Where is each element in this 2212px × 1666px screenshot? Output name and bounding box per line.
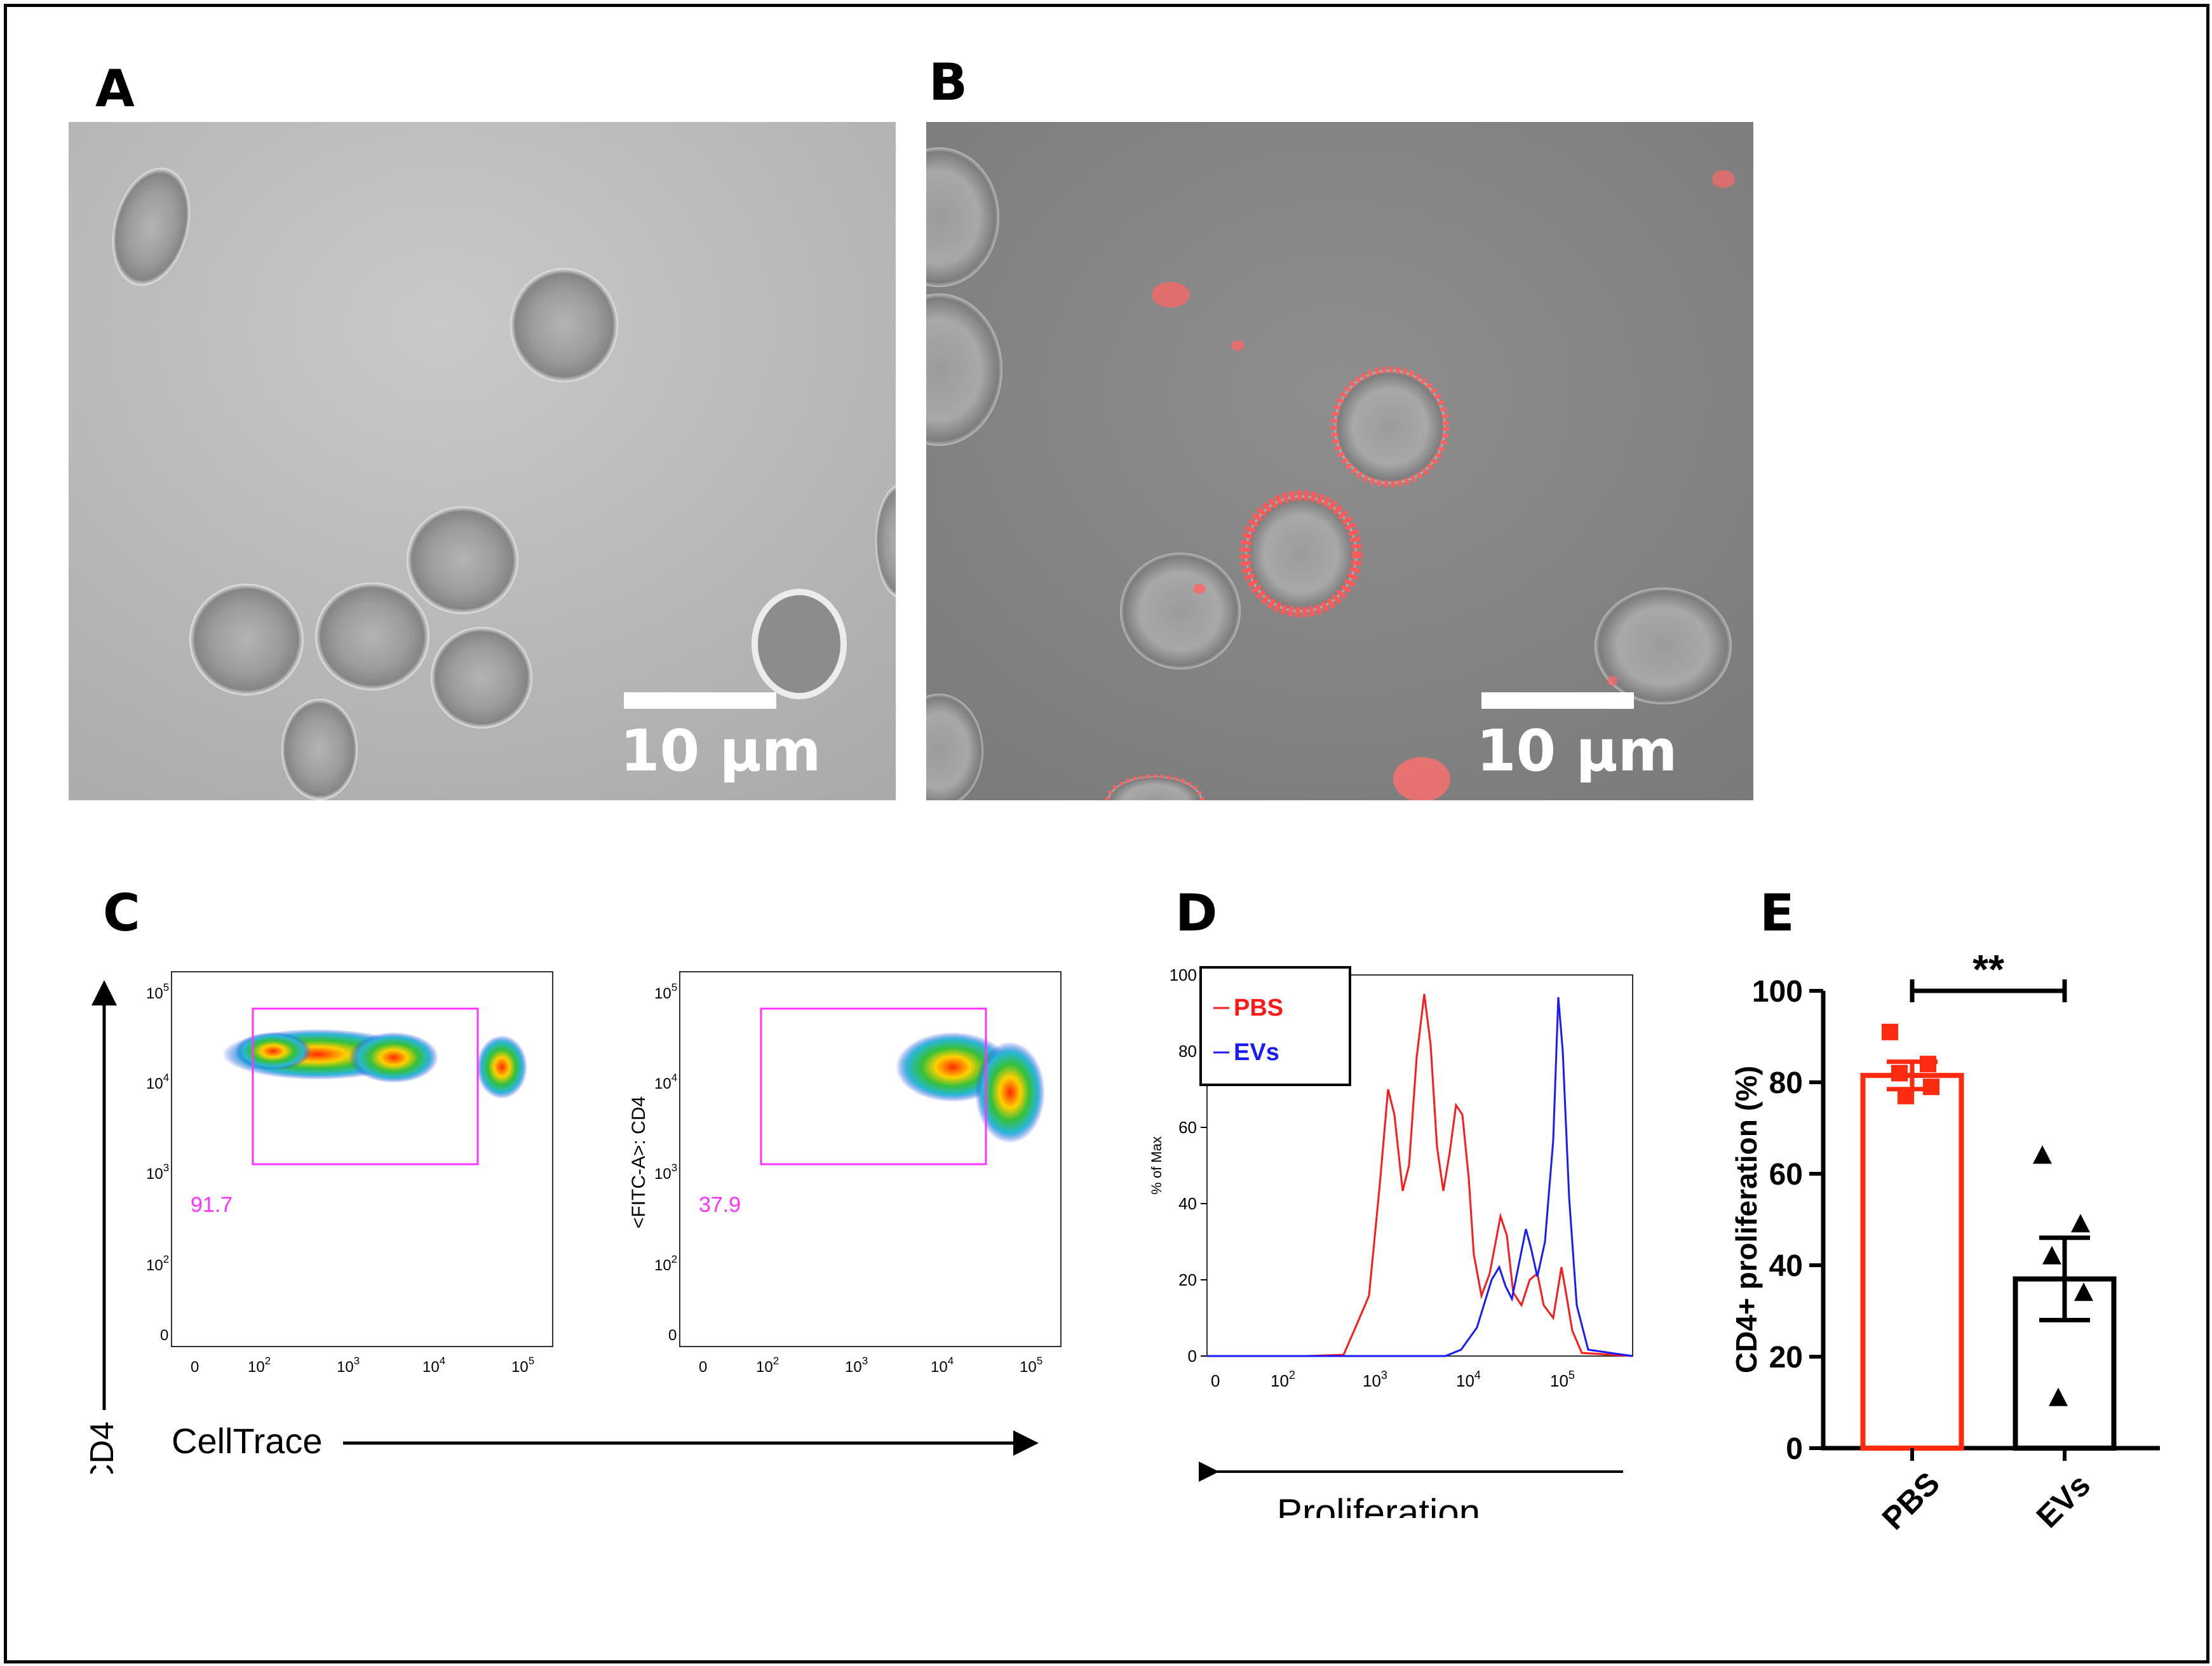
hist-x-tick-1e2: 102 bbox=[1271, 1369, 1295, 1390]
gate-2-value: 37.9 bbox=[699, 1193, 741, 1217]
x-axis-label: CellTrace bbox=[172, 1421, 323, 1461]
p2-y-tick-0: 0 bbox=[668, 1327, 677, 1344]
panel-label-a: A bbox=[95, 59, 135, 118]
bar-pbs bbox=[1860, 1073, 1964, 1451]
panel-label-d: D bbox=[1175, 883, 1218, 943]
data-point-pbs bbox=[1923, 1078, 1939, 1096]
p2-y-tick-1e3: 103 bbox=[654, 1162, 677, 1183]
hist-y-tick-label: 100 bbox=[1170, 965, 1197, 984]
evs-histogram-line bbox=[1207, 997, 1633, 1357]
p2-x-tick-1e5: 105 bbox=[1020, 1355, 1042, 1376]
bar-chart-e: 0 20 40 60 80 100 PBS EVs ** CD4+ proliferatio… bbox=[1730, 946, 2160, 1531]
x-tick-1e2: 102 bbox=[248, 1355, 271, 1376]
flow-plot-1: 91.7 105 104 103 102 0 0 102 103 104 105 bbox=[146, 971, 553, 1376]
p2-x-tick-1e3: 103 bbox=[845, 1355, 868, 1376]
p2-x-tick-0: 0 bbox=[699, 1359, 707, 1376]
micrograph-b-image bbox=[926, 122, 1753, 800]
hist-x-tick-0: 0 bbox=[1211, 1371, 1220, 1390]
histogram-y-label: % of Max bbox=[1149, 1136, 1164, 1195]
x-tick-1e5: 105 bbox=[511, 1355, 534, 1376]
data-point-pbs bbox=[1882, 1023, 1898, 1040]
p2-y-tick-1e4: 104 bbox=[654, 1071, 677, 1092]
p2-x-tick-1e2: 102 bbox=[756, 1355, 779, 1376]
bar-y-tick-label: 0 bbox=[1786, 1432, 1803, 1466]
gate-1-value: 91.7 bbox=[191, 1193, 233, 1217]
histogram-x-label: Proliferation bbox=[1277, 1491, 1480, 1518]
data-point-evs bbox=[2042, 1246, 2061, 1265]
y-tick-0: 0 bbox=[160, 1327, 168, 1344]
hist-y-tick-label: 60 bbox=[1178, 1118, 1197, 1137]
data-point-evs bbox=[2049, 1387, 2068, 1406]
data-point-pbs bbox=[1898, 1087, 1914, 1105]
gate-2 bbox=[760, 1007, 987, 1166]
gate-1 bbox=[252, 1007, 479, 1166]
scale-bar-b bbox=[1481, 692, 1634, 709]
plot2-y-axis-label: <FITC-A>: CD4 bbox=[628, 1096, 649, 1228]
flow-plot-2: 37.9 <FITC-A>: CD4 105 104 103 102 0 0 1… bbox=[628, 971, 1062, 1376]
legend-evs-label: EVs bbox=[1234, 1039, 1279, 1066]
hist-y-tick-label: 80 bbox=[1178, 1042, 1197, 1061]
hist-y-tick-label: 0 bbox=[1188, 1347, 1197, 1366]
hist-x-tick-1e4: 104 bbox=[1456, 1369, 1481, 1390]
data-point-evs bbox=[2071, 1214, 2090, 1233]
data-point-pbs bbox=[1891, 1065, 1908, 1082]
bar-y-tick-label: 100 bbox=[1752, 975, 1803, 1009]
flow-panel-c: CD4 CellTrace 91.7 105 104 103 102 0 0 1… bbox=[84, 971, 1062, 1474]
legend-pbs-label: PBS bbox=[1234, 995, 1283, 1021]
x-label-pbs: PBS bbox=[1875, 1465, 1946, 1531]
data-point-pbs bbox=[1920, 1056, 1936, 1073]
scale-bar-label-a: 10 µm bbox=[620, 718, 821, 784]
bar-y-tick-label: 40 bbox=[1769, 1249, 1803, 1283]
y-axis-label: CD4 bbox=[84, 1421, 121, 1474]
y-tick-1e5: 105 bbox=[146, 981, 169, 1002]
panel-label-e: E bbox=[1760, 883, 1795, 943]
micrograph-b: 10 µm bbox=[926, 122, 1753, 800]
micrograph-a-image bbox=[69, 122, 896, 800]
panel-label-b: B bbox=[929, 53, 968, 112]
significance-stars: ** bbox=[1973, 946, 2004, 992]
y-tick-1e4: 104 bbox=[146, 1071, 169, 1092]
histogram-legend bbox=[1199, 966, 1351, 1086]
data-point-evs bbox=[2074, 1282, 2093, 1301]
bar-y-axis-label: CD4+ proliferation (%) bbox=[1730, 1066, 1763, 1373]
x-tick-0: 0 bbox=[191, 1359, 199, 1376]
scale-bar-a bbox=[624, 692, 776, 709]
x-label-evs: EVs bbox=[2030, 1467, 2097, 1531]
p2-y-tick-1e5: 105 bbox=[654, 981, 677, 1002]
bar-y-tick-label: 20 bbox=[1769, 1341, 1803, 1374]
x-tick-1e3: 103 bbox=[337, 1355, 360, 1376]
x-tick-1e4: 104 bbox=[422, 1355, 445, 1376]
panel-label-c: C bbox=[103, 883, 140, 943]
scale-bar-label-b: 10 µm bbox=[1476, 718, 1678, 784]
p2-y-tick-1e2: 102 bbox=[654, 1253, 677, 1274]
micrograph-a: 10 µm bbox=[69, 122, 896, 800]
bar-y-tick-label: 80 bbox=[1769, 1066, 1803, 1100]
hist-y-tick-label: 40 bbox=[1178, 1194, 1197, 1213]
hist-x-tick-1e5: 105 bbox=[1550, 1369, 1575, 1390]
pbs-histogram-line bbox=[1207, 993, 1633, 1357]
y-tick-1e3: 103 bbox=[146, 1162, 169, 1183]
hist-x-tick-1e3: 103 bbox=[1363, 1369, 1387, 1390]
p2-x-tick-1e4: 104 bbox=[931, 1355, 954, 1376]
y-tick-1e2: 102 bbox=[146, 1253, 169, 1274]
bar-y-tick-label: 60 bbox=[1769, 1158, 1803, 1192]
hist-y-tick-label: 20 bbox=[1178, 1270, 1197, 1289]
data-point-evs bbox=[2033, 1145, 2052, 1164]
